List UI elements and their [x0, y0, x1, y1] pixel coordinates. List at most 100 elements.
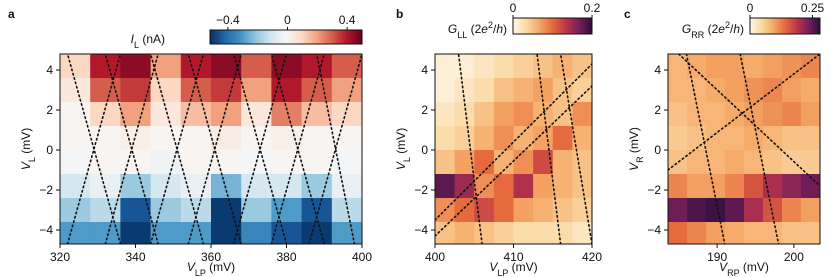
- y-tick-label: 2: [654, 103, 661, 117]
- heatmap-cell: [271, 198, 303, 223]
- heatmap-cell: [60, 198, 91, 223]
- heatmap-cell: [454, 78, 475, 103]
- heatmap-cell: [782, 54, 802, 79]
- heatmap-cell: [211, 222, 242, 244]
- heatmap-cell: [331, 102, 362, 127]
- heatmap-cell: [572, 198, 592, 223]
- heatmap-cell: [120, 102, 152, 127]
- heatmap-cell: [90, 222, 121, 244]
- heatmap-cell: [763, 150, 783, 175]
- label-part: RR: [691, 30, 704, 40]
- x-tick-label: 340: [125, 250, 145, 264]
- y-tick-label: 0: [654, 143, 661, 157]
- heatmap-cell: [533, 150, 554, 175]
- heatmap-cell: [120, 126, 152, 151]
- heatmap-cell: [331, 126, 362, 151]
- heatmap-cell: [572, 222, 592, 244]
- heatmap-cell: [474, 78, 495, 103]
- guide-line: [668, 54, 820, 171]
- heatmap-cell: [150, 150, 182, 175]
- heatmap-cell: [180, 222, 212, 244]
- label-part: 2: [725, 20, 730, 30]
- heatmap-cell: [211, 174, 242, 199]
- heatmap-cell: [120, 78, 152, 103]
- colorbar-label: GRR (2e2/h): [682, 20, 744, 40]
- label-part: /: [730, 22, 734, 36]
- heatmap-cell: [454, 174, 475, 199]
- heatmap-cell: [435, 102, 456, 127]
- heatmap-cell: [271, 150, 303, 175]
- label-part: LL: [457, 30, 467, 40]
- heatmap-cell: [60, 102, 91, 127]
- colorbar-tick-label: 0.25: [801, 1, 825, 15]
- heatmap-cell: [744, 102, 764, 127]
- y-axis-label: VL (mV): [19, 128, 37, 170]
- heatmap-cell: [180, 126, 212, 151]
- heatmap-cell: [725, 126, 745, 151]
- label-part: V: [187, 260, 196, 274]
- label-part: /: [493, 22, 497, 36]
- guide-line: [315, 54, 356, 244]
- heatmap-cell: [744, 222, 764, 244]
- heatmap-cell: [60, 54, 91, 79]
- guide-line: [66, 54, 122, 244]
- heatmap-cell: [801, 198, 820, 223]
- guide-line: [187, 54, 242, 244]
- heatmap-cell: [241, 78, 272, 103]
- label-part: V: [627, 162, 641, 171]
- heatmap-cell: [493, 102, 515, 127]
- heatmap-cell: [90, 126, 121, 151]
- label-part: (mV): [627, 127, 641, 156]
- label-part: L: [27, 157, 37, 162]
- guide-line: [457, 54, 483, 244]
- heatmap-cell: [211, 150, 242, 175]
- heatmap-cell: [706, 78, 726, 103]
- label-part: (mV): [740, 260, 769, 274]
- heatmap-cell: [706, 102, 726, 127]
- heatmap-cell: [435, 126, 456, 151]
- heatmap-cell: [180, 102, 212, 127]
- heatmap-cell: [301, 150, 333, 175]
- heatmap-cell: [120, 174, 152, 199]
- heatmap-cell: [211, 198, 242, 223]
- heatmap-cell: [725, 222, 745, 244]
- heatmap-cell: [782, 174, 802, 199]
- heatmap-cell: [668, 126, 688, 151]
- heatmap-cell: [513, 150, 534, 175]
- colorbar-tick-label: 0.2: [584, 1, 601, 15]
- label-part: G: [448, 22, 457, 36]
- heatmap-cell: [706, 126, 726, 151]
- heatmap-cell: [435, 222, 456, 244]
- heatmap: [60, 54, 362, 244]
- heatmap-cell: [744, 198, 764, 223]
- x-tick-label: 400: [425, 250, 445, 264]
- heatmap-cell: [744, 174, 764, 199]
- guide-line: [270, 54, 326, 244]
- y-tick-label: −2: [414, 183, 428, 197]
- heatmap-cell: [513, 78, 534, 103]
- guide-line: [536, 54, 562, 244]
- heatmap-cell: [474, 174, 495, 199]
- heatmap-cell: [435, 174, 456, 199]
- colorbar-tick-label: 0: [510, 1, 517, 15]
- heatmap-cell: [493, 54, 515, 79]
- heatmap-cell: [271, 54, 303, 79]
- x-tick-label: 400: [352, 250, 372, 264]
- heatmap-cell: [513, 126, 534, 151]
- heatmap-cell: [90, 102, 121, 127]
- label-part: (2: [704, 22, 718, 36]
- heatmap-cell: [474, 222, 495, 244]
- heatmap-cell: [150, 198, 182, 223]
- heatmap-cell: [241, 174, 272, 199]
- heatmap-cell: [241, 222, 272, 244]
- x-axis-label: VLP (mV): [489, 260, 537, 277]
- heatmap-cell: [120, 222, 152, 244]
- guide-line: [677, 54, 820, 187]
- x-tick-label: 420: [582, 250, 602, 264]
- heatmap-cell: [801, 222, 820, 244]
- heatmap-cell: [801, 54, 820, 79]
- heatmap-cell: [572, 150, 592, 175]
- y-tick-label: −2: [39, 183, 53, 197]
- heatmap-cell: [211, 78, 242, 103]
